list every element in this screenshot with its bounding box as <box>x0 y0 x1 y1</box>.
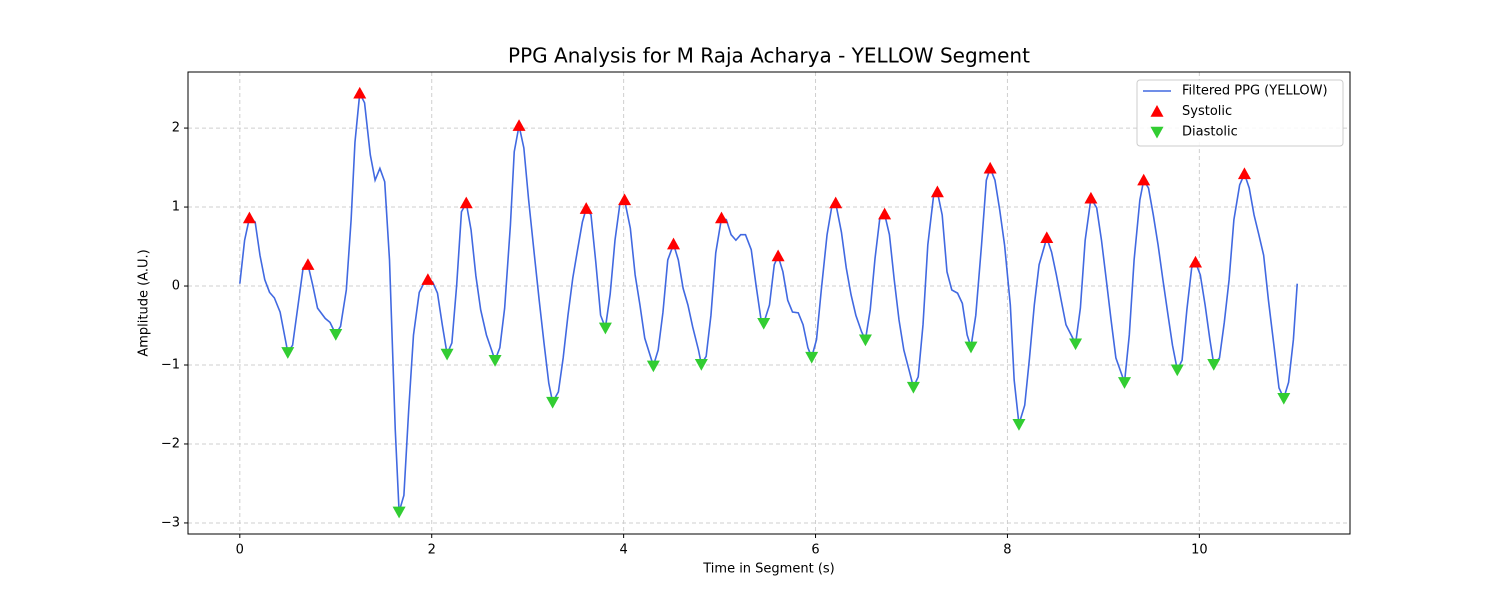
peak-marker <box>829 196 843 209</box>
peak-marker <box>512 119 526 131</box>
peak-marker <box>757 317 771 330</box>
peak-marker <box>459 196 473 209</box>
peak-marker <box>579 202 593 214</box>
peak-marker <box>1170 364 1184 377</box>
peak-marker <box>1237 167 1251 180</box>
peak-marker <box>906 381 920 394</box>
legend-swatch <box>1150 126 1164 139</box>
peak-marker <box>1137 173 1151 186</box>
legend-label: Diastolic <box>1182 125 1238 140</box>
y-tick-label: −1 <box>161 357 180 372</box>
peak-marker <box>1040 231 1054 244</box>
peak-marker <box>598 322 612 335</box>
y-tick-label: 1 <box>172 200 180 215</box>
peak-marker <box>715 211 729 224</box>
peak-marker <box>1069 338 1083 351</box>
peak-marker <box>858 334 872 347</box>
peak-marker <box>242 211 256 224</box>
legend-swatch <box>1150 105 1164 117</box>
peak-marker <box>281 347 295 359</box>
peak-marker <box>1012 419 1026 431</box>
peak-marker <box>618 193 632 206</box>
peak-marker <box>646 360 660 373</box>
y-tick-label: −3 <box>161 515 180 530</box>
x-axis-label: Time in Segment (s) <box>702 562 834 577</box>
peak-marker <box>301 258 315 270</box>
peak-marker <box>694 359 708 371</box>
peak-marker <box>930 185 944 198</box>
peak-marker <box>329 328 343 341</box>
peak-marker <box>1118 377 1132 389</box>
peak-marker <box>421 273 435 285</box>
peak-marker <box>1277 392 1291 405</box>
legend-box <box>1136 79 1344 147</box>
x-tick-label: 2 <box>428 543 436 558</box>
x-tick-label: 4 <box>619 543 627 558</box>
peak-marker <box>1084 191 1098 204</box>
peak-marker <box>440 348 454 361</box>
peak-marker <box>667 237 681 250</box>
x-tick-label: 10 <box>1191 543 1208 558</box>
peak-marker <box>878 207 892 220</box>
y-tick-label: −2 <box>161 436 180 451</box>
x-tick-label: 8 <box>1003 543 1011 558</box>
x-tick-label: 6 <box>811 543 819 558</box>
legend-label: Filtered PPG (YELLOW) <box>1182 84 1328 99</box>
peak-marker <box>983 161 997 174</box>
y-tick-label: 2 <box>172 121 180 136</box>
peak-marker <box>546 396 560 409</box>
peak-marker <box>964 341 978 354</box>
peak-marker <box>392 506 406 519</box>
x-tick-label: 0 <box>236 543 244 558</box>
y-tick-label: 0 <box>172 279 180 294</box>
peak-marker <box>353 86 367 99</box>
peak-marker <box>1207 359 1221 371</box>
y-axis-label: Amplitude (A.U.) <box>137 249 152 356</box>
legend-label: Systolic <box>1182 104 1232 119</box>
peak-marker <box>488 355 502 367</box>
chart-title: PPG Analysis for M Raja Acharya - YELLOW… <box>508 44 1030 68</box>
peak-marker <box>805 351 819 364</box>
peak-marker <box>1189 255 1203 268</box>
ppg-line <box>239 90 1299 513</box>
plot-frame <box>187 71 1351 535</box>
peak-marker <box>771 249 785 262</box>
